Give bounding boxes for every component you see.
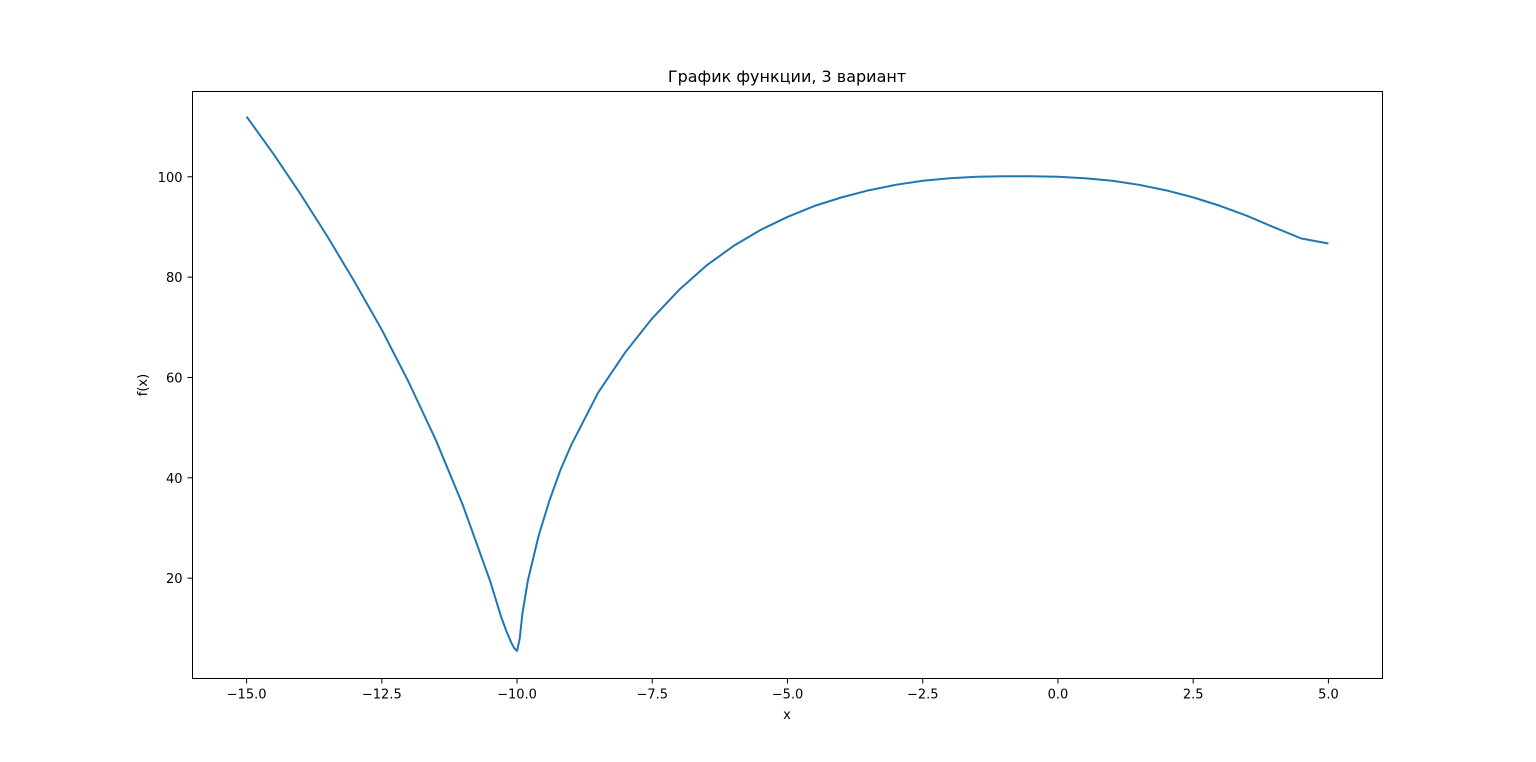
x-tick-label: −5.0 (772, 688, 804, 703)
y-axis: 20 40 60 80 100 (158, 171, 193, 587)
x-tick-label: −15.0 (227, 688, 267, 703)
axes-frame (192, 91, 1383, 679)
x-tick-label: −12.5 (362, 688, 402, 703)
chart-title: График функции, 3 вариант (668, 67, 906, 86)
x-tick-label: 5.0 (1318, 688, 1339, 703)
plot-area (245, 116, 1329, 652)
x-axis: −15.0 −12.5 −10.0 −7.5 −5.0 −2.5 0.0 2.5 5.0 (227, 678, 1339, 703)
x-tick-label: 2.5 (1183, 688, 1204, 703)
x-tick-label: −2.5 (907, 688, 939, 703)
y-tick-label: 60 (166, 371, 183, 386)
x-tick-label: −10.0 (497, 688, 537, 703)
series-line (245, 116, 1329, 652)
y-axis-label: f(x) (136, 374, 151, 396)
x-tick-label: −7.5 (636, 688, 668, 703)
y-tick-label: 20 (166, 572, 183, 587)
y-tick-label: 100 (158, 171, 183, 186)
y-tick-label: 80 (166, 271, 183, 286)
y-tick-label: 40 (166, 472, 183, 487)
x-tick-label: 0.0 (1048, 688, 1069, 703)
x-axis-label: x (783, 708, 791, 723)
